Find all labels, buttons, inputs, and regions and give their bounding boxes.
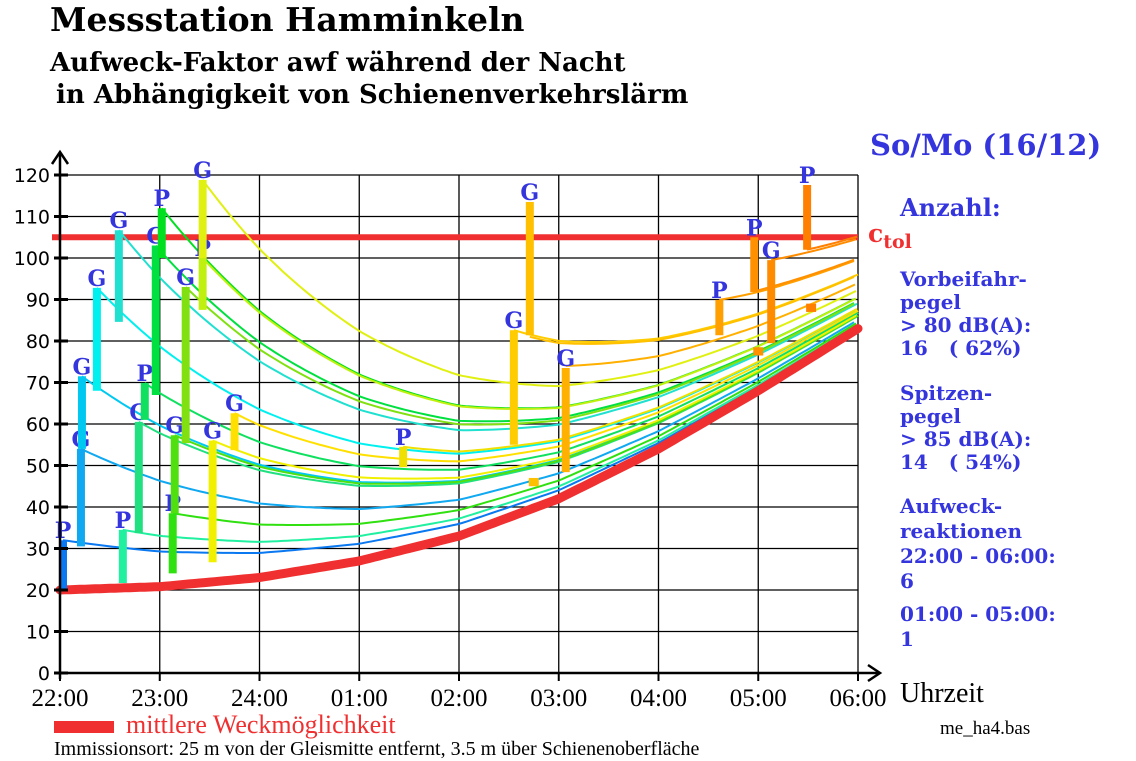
event-label: P xyxy=(799,163,816,189)
decay-curve xyxy=(172,322,857,526)
axes: 22:00 23:00 24:00 01:00 02:00 03:00 04:00 05:00… xyxy=(14,149,887,712)
aufweck-line-5: 01:00 - 05:00: xyxy=(900,602,1056,626)
legend-swatch xyxy=(54,721,114,734)
spitzen-line-3: > 85 dB(A): xyxy=(900,427,1032,451)
decay-curve xyxy=(719,259,855,301)
base-curve xyxy=(55,324,863,595)
event-label: G xyxy=(556,346,575,372)
decay-curve xyxy=(144,311,859,471)
event-label: P xyxy=(746,215,763,241)
x-tick-label: 05:00 xyxy=(730,685,787,712)
y-tick-label: 50 xyxy=(26,456,50,478)
event-label: P xyxy=(137,361,154,387)
decay-curve xyxy=(201,179,857,388)
x-tick-label: 04:00 xyxy=(630,685,687,712)
night-label: So/Mo (16/12) xyxy=(870,128,1102,162)
decay-curve xyxy=(201,257,857,410)
x-axis-arrow-icon xyxy=(867,663,883,683)
x-axis-label: Uhrzeit xyxy=(900,678,984,709)
y-tick-label: 20 xyxy=(26,580,50,602)
decay-curve xyxy=(771,238,857,262)
aufweck-line-1: Aufweck- xyxy=(900,494,1003,518)
decay-curve xyxy=(806,235,858,251)
x-tick-label: 24:00 xyxy=(231,685,288,712)
y-tick-label: 120 xyxy=(14,165,50,187)
event-label: P xyxy=(711,278,728,304)
decay-curve xyxy=(155,244,855,423)
x-tick-label: 22:00 xyxy=(32,685,89,712)
aufweck-line-6: 1 xyxy=(900,627,914,651)
decay-curve xyxy=(212,314,857,480)
event-label: G xyxy=(193,158,212,184)
aufweck-block: Aufweck- reaktionen 22:00 - 06:00: 6 01:… xyxy=(900,494,1056,652)
x-tick-label: 23:00 xyxy=(131,685,188,712)
y-tick-label: 10 xyxy=(26,622,50,644)
decay-curve xyxy=(118,229,858,432)
spitzen-line-2: pegel xyxy=(900,404,962,428)
event-label: P xyxy=(395,425,412,451)
y-tick-label: 90 xyxy=(26,290,50,312)
decay-curve xyxy=(402,308,858,453)
x-tick-label: 03:00 xyxy=(530,685,587,712)
ctol-c: c xyxy=(868,219,884,248)
event-bars: PGGGGPGPGPPGGPGGGPGGGPPGP xyxy=(55,158,817,590)
decay-curve xyxy=(174,314,859,485)
chart-title: Messstation Hamminkeln xyxy=(50,0,525,39)
y-axis-arrow-icon xyxy=(50,149,70,165)
y-tick-label: 110 xyxy=(14,207,50,229)
event-label: G xyxy=(504,308,523,334)
vorbei-line-3: > 80 dB(A): xyxy=(900,313,1032,337)
vorbei-line-1: Vorbeifahr- xyxy=(900,267,1027,291)
event-label: G xyxy=(109,208,128,234)
decay-curve xyxy=(185,286,855,426)
spitzen-line-1: Spitzen- xyxy=(900,381,993,405)
chart-subtitle-2: in Abhängigkeit von Schienenverkehrslärm xyxy=(56,80,689,110)
vorbei-line-4: 16 ( 62%) xyxy=(900,336,1022,360)
spitzen-line-4: 14 ( 54%) xyxy=(900,450,1022,474)
y-tick-label: 0 xyxy=(38,663,50,685)
event-label: P xyxy=(115,508,132,534)
event-label: P xyxy=(153,186,170,212)
event-label: G xyxy=(762,238,781,264)
spitzen-block: Spitzen- pegel > 85 dB(A): 14 ( 54%) xyxy=(900,382,1031,474)
file-name: me_ha4.bas xyxy=(940,718,1031,739)
x-tick-label: 06:00 xyxy=(830,685,887,712)
ctol-label: ctol xyxy=(868,219,912,253)
chart-subtitle-1: Aufweck-Faktor awf während der Nacht xyxy=(50,48,626,78)
y-tick-label: 60 xyxy=(26,414,50,436)
ctol-sub: tol xyxy=(883,231,912,253)
x-tick-label: 02:00 xyxy=(431,685,488,712)
vorbei-line-2: pegel xyxy=(900,290,962,314)
x-tick-label: 01:00 xyxy=(331,685,388,712)
y-tick-label: 30 xyxy=(26,539,50,561)
footnote: Immissionsort: 25 m von der Gleismitte e… xyxy=(54,738,700,760)
decay-curve xyxy=(122,324,857,543)
event-label: G xyxy=(203,419,222,445)
event-label: G xyxy=(73,354,92,380)
event-label: G xyxy=(520,180,539,206)
y-tick-label: 70 xyxy=(26,373,50,395)
legend-base: mittlere Weckmöglichkeit xyxy=(54,710,396,740)
vorbei-block: Vorbeifahr- pegel > 80 dB(A): 16 ( 62%) xyxy=(900,268,1031,360)
y-tick-label: 100 xyxy=(14,248,50,270)
event-label: G xyxy=(88,266,107,292)
decay-curve xyxy=(529,275,855,345)
aufweck-line-4: 6 xyxy=(900,569,914,593)
event-label: G xyxy=(176,265,195,291)
event-label: G xyxy=(225,391,244,417)
legend-text: mittlere Weckmöglichkeit xyxy=(126,710,396,739)
event-label: P xyxy=(55,518,72,544)
event-label: G xyxy=(165,413,184,439)
y-tick-label: 80 xyxy=(26,331,50,353)
decay-curves xyxy=(55,179,863,595)
aufweck-line-2: reaktionen xyxy=(900,519,1023,543)
aufweck-line-3: 22:00 - 06:00: xyxy=(900,544,1056,568)
y-tick-label: 40 xyxy=(26,497,50,519)
decay-curve xyxy=(234,309,859,463)
count-heading: Anzahl: xyxy=(900,193,1001,222)
